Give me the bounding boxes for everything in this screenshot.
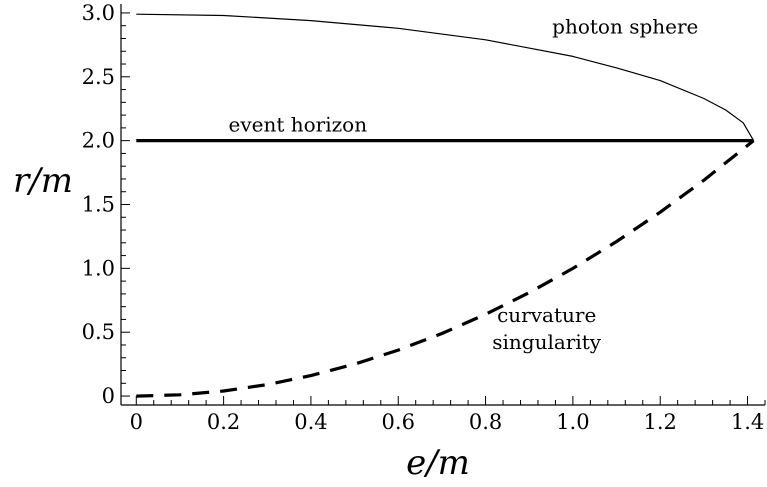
- x-tick-label: 1.0: [556, 410, 589, 434]
- x-tick-label: 0.8: [469, 410, 502, 434]
- x-tick-label: 1.4: [731, 410, 764, 434]
- y-tick-label: 0: [102, 384, 115, 408]
- x-tick-label: 0: [130, 410, 143, 434]
- photon-sphere-curve: [136, 13, 755, 141]
- x-axis-title: e/m: [406, 443, 470, 483]
- chart-annotation: photon sphere: [552, 14, 698, 38]
- x-tick-label: 0.4: [294, 410, 327, 434]
- y-tick-label: 1.5: [82, 193, 115, 217]
- x-tick-label: 1.2: [644, 410, 677, 434]
- x-tick-label: 0.2: [207, 410, 240, 434]
- x-tick-label: 0.6: [382, 410, 415, 434]
- y-tick-label: 3.0: [82, 1, 115, 25]
- chart-annotation: singularity: [492, 330, 602, 354]
- y-tick-label: 0.5: [82, 320, 115, 344]
- y-axis-title: r/m: [13, 161, 73, 201]
- y-tick-label: 2.5: [82, 65, 115, 89]
- y-tick-label: 2.0: [82, 129, 115, 153]
- curvature-singularity-curve: [136, 139, 755, 398]
- chart-annotation: curvature: [497, 303, 596, 327]
- chart-annotation: event horizon: [229, 113, 368, 137]
- y-tick-label: 1.0: [82, 256, 115, 280]
